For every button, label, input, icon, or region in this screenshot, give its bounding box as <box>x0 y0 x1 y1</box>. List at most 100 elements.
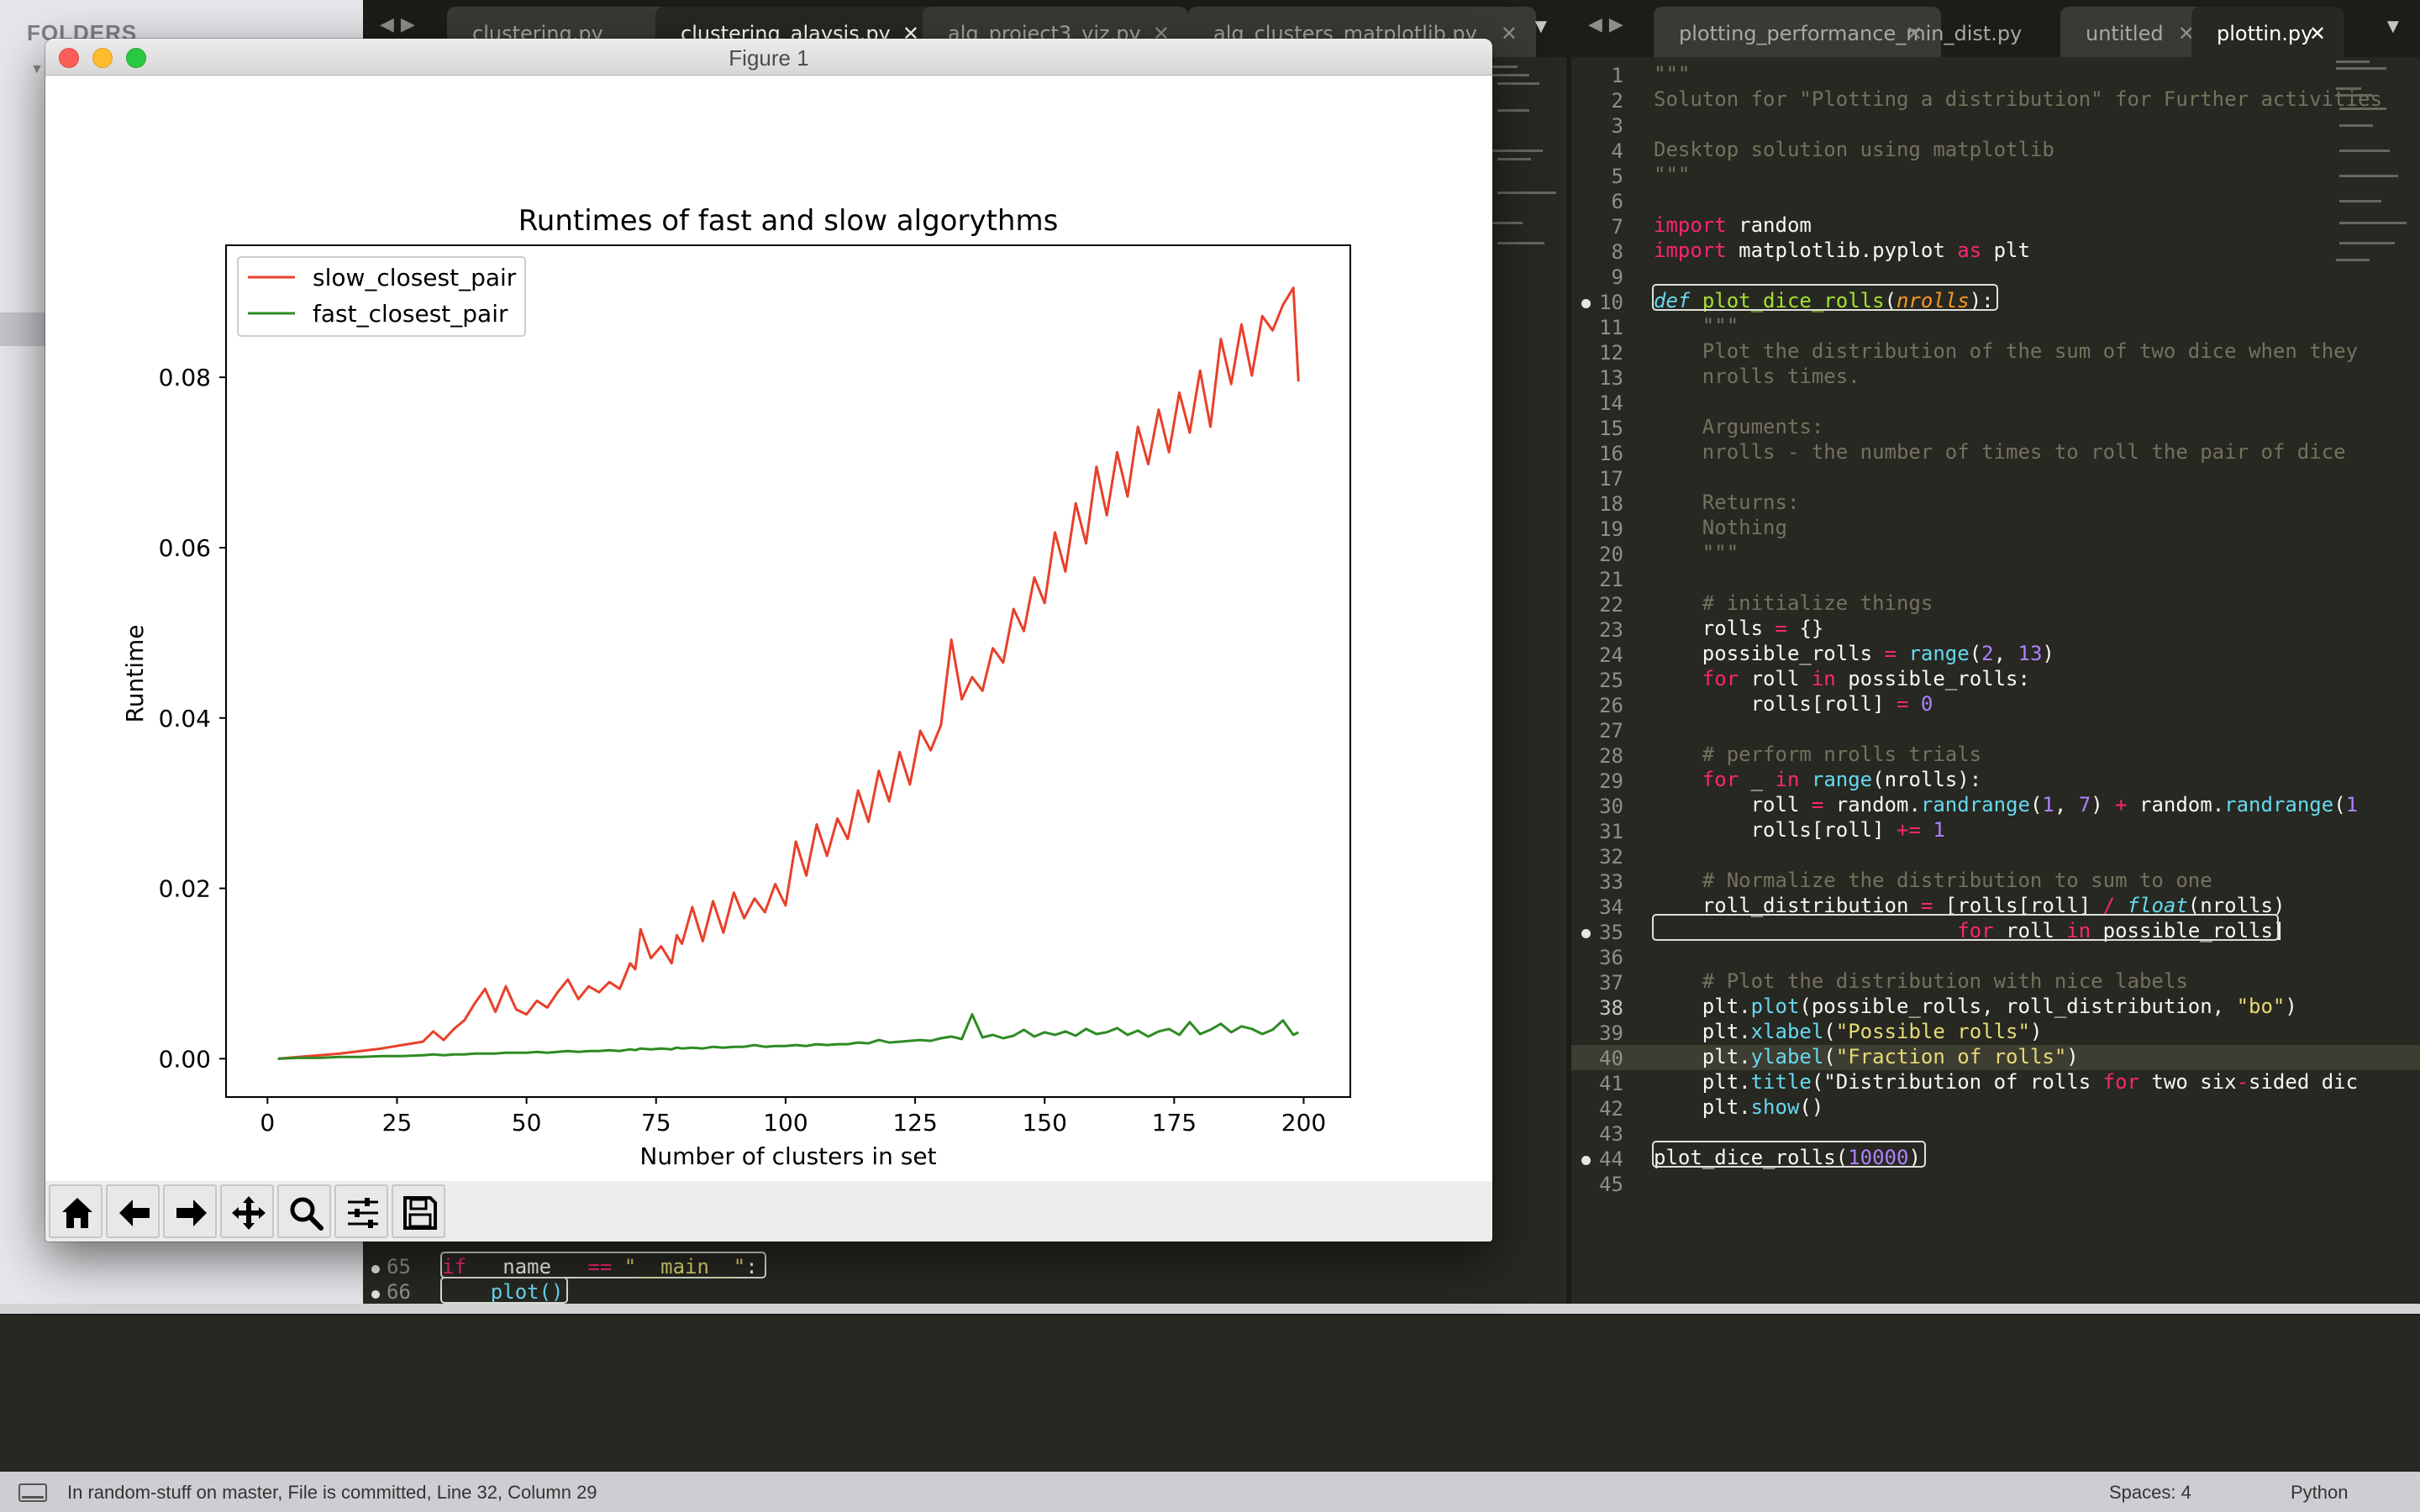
line-number: 28 <box>1599 744 1623 768</box>
tab-label: plotting_performance_min_dist.py <box>1679 22 2023 45</box>
zoom-window-button[interactable] <box>126 48 146 68</box>
code-line: def plot_dice_rolls(nrolls): <box>1654 289 1994 312</box>
code-line: for roll in possible_rolls: <box>1702 667 2030 690</box>
x-tick-label: 200 <box>1281 1109 1326 1137</box>
line-number: 5 <box>1611 165 1623 188</box>
pane-divider[interactable] <box>1566 57 1571 1304</box>
code-line: """ <box>1654 541 1739 564</box>
tab-overflow-icon[interactable]: ▼ <box>2383 15 2403 38</box>
line-number: 14 <box>1599 391 1623 415</box>
back-button[interactable] <box>106 1184 160 1238</box>
line-number: 8 <box>1611 240 1623 264</box>
code-line: Nothing <box>1654 516 1787 539</box>
window-titlebar[interactable]: Figure 1 <box>45 39 1492 76</box>
axis-ticks: 0 25 50 75 100 125 150 175 200 0.00 0.02 0.04 0.06 0.… <box>159 364 1327 1137</box>
line-number: 35 <box>1599 921 1623 944</box>
code-line: Desktop solution using matplotlib <box>1654 138 2054 161</box>
panel-separator[interactable] <box>0 1304 2420 1314</box>
right-minimap[interactable] <box>2333 57 2417 309</box>
arrow-left-icon <box>119 1200 150 1226</box>
matplotlib-figure-window[interactable]: Figure 1 Runtimes of fast and slow algor… <box>45 39 1492 1242</box>
line-number: 6 <box>1611 190 1623 213</box>
gutter-dot <box>1581 929 1591 938</box>
code-line: # Normalize the distribution to sum to o… <box>1654 869 2212 892</box>
close-icon[interactable]: ✕ <box>1500 22 1518 45</box>
close-icon[interactable]: ✕ <box>2177 22 2195 45</box>
line-number: 65 <box>387 1255 411 1278</box>
line-number: 23 <box>1599 618 1623 642</box>
slow-closest-pair-line <box>277 286 1300 1060</box>
right-tab-bar: ◀▶ plotting_performance_min_dist.py ✕ un… <box>1570 0 2420 57</box>
code-line: roll = random.randrange(1, 7) + random.r… <box>1654 793 2359 816</box>
tab-untitled[interactable]: untitled ✕ <box>2060 7 2213 57</box>
code-line: nrolls - the number of times to roll the… <box>1654 440 2346 464</box>
tab-plottin[interactable]: plottin.py ✕ <box>2191 7 2344 57</box>
pan-button[interactable] <box>220 1184 274 1238</box>
code-line: for _ in range(nrolls): <box>1702 768 1982 791</box>
close-icon[interactable]: ✕ <box>1905 22 1923 45</box>
configure-subplots-button[interactable] <box>334 1184 388 1238</box>
code-line: rolls = {} <box>1654 617 1824 640</box>
syntax-selector[interactable]: Python <box>2291 1482 2349 1503</box>
line-number: 19 <box>1599 517 1623 541</box>
close-window-button[interactable] <box>59 48 79 68</box>
code-line: possible_rolls = range(2, 13) <box>1654 642 2054 665</box>
code-line: rolls[roll] += 1 <box>1654 818 1945 842</box>
forward-button[interactable] <box>163 1184 217 1238</box>
gutter-dot <box>371 1265 380 1273</box>
home-icon <box>62 1198 92 1228</box>
line-number: 32 <box>1599 845 1623 869</box>
highlight-box <box>1652 914 2279 941</box>
code-line: # perform nrolls trials <box>1654 743 1982 766</box>
x-tick-label: 25 <box>382 1109 413 1137</box>
save-icon <box>403 1196 437 1230</box>
line-number: 44 <box>1599 1147 1623 1171</box>
zoom-button[interactable] <box>277 1184 331 1238</box>
left-editor-visible-lines: 65 66 if __name__ == "__main__": plot() <box>363 1243 1203 1304</box>
window-title: Figure 1 <box>729 45 809 71</box>
x-tick-label: 50 <box>512 1109 542 1137</box>
tab-label: untitled <box>2086 22 2164 45</box>
tab-nav-arrows-icon[interactable]: ◀▶ <box>1588 13 1630 34</box>
code-line: Soluton for "Plotting a distribution" fo… <box>1654 87 2382 111</box>
line-number: 26 <box>1599 694 1623 717</box>
figure-toolbar <box>45 1181 1492 1242</box>
home-button[interactable] <box>49 1184 103 1238</box>
indentation-setting[interactable]: Spaces: 4 <box>2109 1482 2191 1503</box>
panel-toggle-icon[interactable] <box>18 1483 47 1502</box>
chart-canvas[interactable]: Runtimes of fast and slow algorythms Num… <box>45 76 1492 1181</box>
sidebar-selected-item[interactable] <box>0 312 47 346</box>
x-tick-label: 100 <box>763 1109 808 1137</box>
line-number: 3 <box>1611 114 1623 138</box>
minimize-window-button[interactable] <box>92 48 113 68</box>
left-minimap[interactable] <box>1492 57 1560 276</box>
folder-expand-icon[interactable]: ▼ <box>30 62 44 76</box>
code-line: rolls[roll] = 0 <box>1654 692 1933 716</box>
arrow-right-icon <box>176 1200 207 1226</box>
highlight-box <box>440 1277 568 1304</box>
code-line: plt.title("Distribution of rolls for two… <box>1654 1070 2359 1094</box>
code-line: """ <box>1654 314 1739 338</box>
current-line-highlight <box>1571 1045 2420 1070</box>
line-number: 9 <box>1611 265 1623 289</box>
line-number: 33 <box>1599 870 1623 894</box>
x-tick-label: 175 <box>1152 1109 1197 1137</box>
line-number: 31 <box>1599 820 1623 843</box>
line-number: 42 <box>1599 1097 1623 1121</box>
code-line: plt.plot(possible_rolls, roll_distributi… <box>1654 995 2297 1018</box>
tab-nav-arrows-icon[interactable]: ◀▶ <box>380 13 422 34</box>
right-editor-pane[interactable]: 1 2 3 4 5 6 7 8 9 10 11 12 13 14 15 16 17 18 19 20 21 22 23 24 2… <box>1571 57 2420 1304</box>
output-console[interactable] <box>0 1314 2420 1472</box>
data-series <box>277 286 1300 1060</box>
close-icon[interactable]: ✕ <box>2308 22 2326 45</box>
save-figure-button[interactable] <box>392 1184 445 1238</box>
gutter-dot <box>1581 299 1591 308</box>
line-number: 12 <box>1599 341 1623 365</box>
legend-label-slow: slow_closest_pair <box>313 264 517 291</box>
tab-overflow-icon[interactable]: ▼ <box>1531 15 1551 38</box>
y-tick-label: 0.04 <box>159 705 211 732</box>
code-line: for roll in possible_rolls] <box>1957 919 2286 942</box>
status-text: In random-stuff on master, File is commi… <box>67 1482 597 1503</box>
tab-plotting-performance[interactable]: plotting_performance_min_dist.py ✕ <box>1654 7 2022 57</box>
code-line: plt.show() <box>1654 1095 1824 1119</box>
